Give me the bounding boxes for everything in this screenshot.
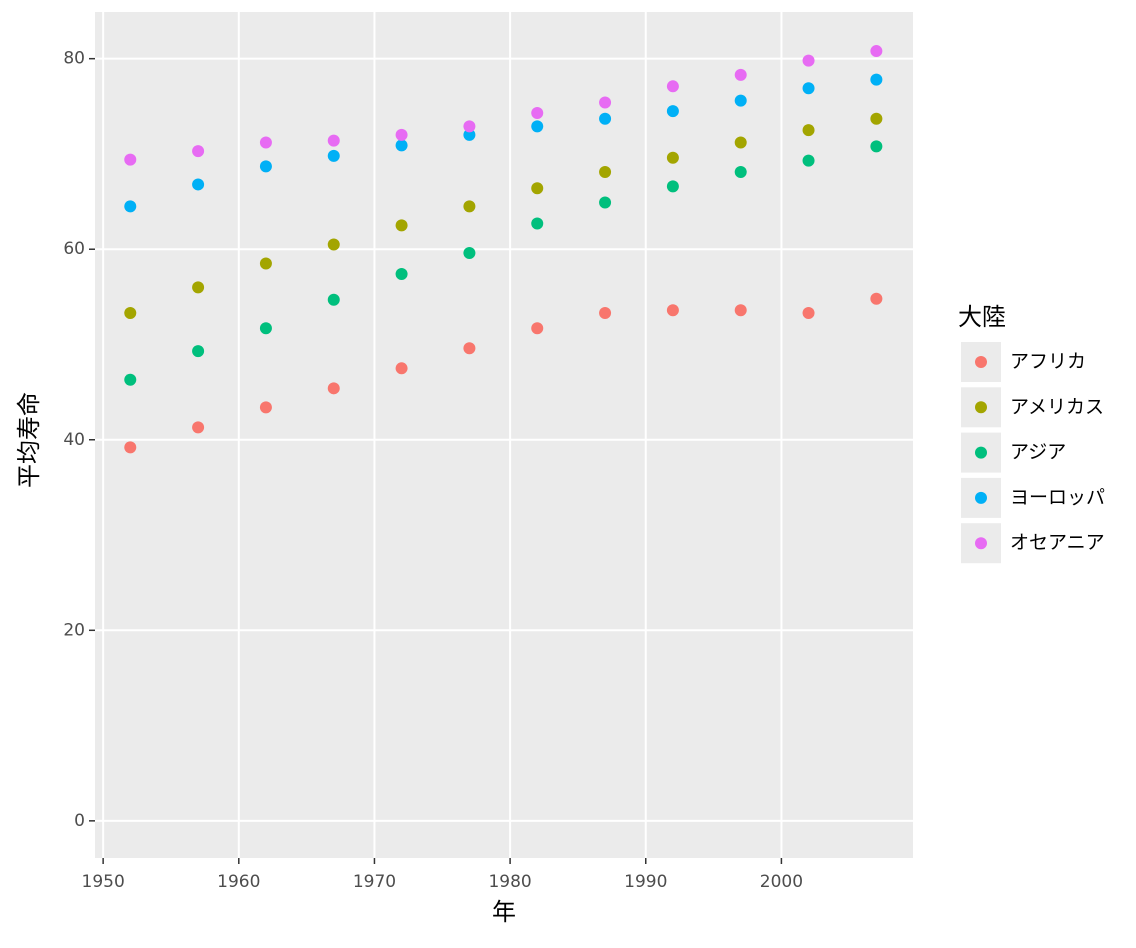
- point: [327, 134, 340, 147]
- point: [666, 105, 679, 118]
- point: [531, 106, 544, 119]
- y-tick-label: 20: [63, 620, 85, 640]
- point: [870, 292, 883, 305]
- point: [259, 160, 272, 173]
- point: [734, 166, 747, 179]
- point: [666, 180, 679, 193]
- point: [734, 68, 747, 81]
- point: [531, 322, 544, 335]
- legend-marker: [975, 491, 987, 504]
- legend-marker: [975, 446, 987, 459]
- point: [192, 145, 205, 158]
- point: [259, 322, 272, 335]
- point: [192, 345, 205, 358]
- point: [259, 136, 272, 149]
- x-tick-label: 1980: [488, 872, 531, 892]
- point: [463, 342, 476, 355]
- point: [259, 401, 272, 414]
- legend-label: アジア: [1010, 441, 1066, 463]
- point: [395, 128, 408, 141]
- point: [599, 112, 612, 125]
- x-axis-title: 年: [492, 898, 516, 926]
- point: [599, 96, 612, 109]
- y-tick-label: 80: [63, 49, 85, 69]
- point: [802, 154, 815, 167]
- point: [870, 73, 883, 86]
- point: [802, 124, 815, 137]
- point: [734, 136, 747, 149]
- point: [395, 139, 408, 152]
- point: [734, 304, 747, 317]
- point: [124, 441, 137, 454]
- point: [531, 120, 544, 133]
- legend-label: オセアニア: [1010, 532, 1105, 554]
- x-tick-label: 1960: [217, 872, 260, 892]
- x-tick-label: 1970: [353, 872, 396, 892]
- point: [395, 267, 408, 280]
- point: [327, 293, 340, 306]
- legend-marker: [975, 537, 987, 550]
- point: [531, 182, 544, 195]
- point: [599, 166, 612, 179]
- point: [870, 45, 883, 58]
- legend-label: アメリカス: [1010, 396, 1104, 418]
- point: [395, 219, 408, 232]
- legend-label: アフリカ: [1010, 351, 1086, 373]
- point: [327, 149, 340, 162]
- point: [666, 80, 679, 93]
- point: [259, 257, 272, 270]
- legend-key: [959, 521, 1003, 566]
- point: [463, 120, 476, 133]
- point: [124, 200, 137, 213]
- y-tick-label: 40: [63, 430, 85, 450]
- point: [870, 112, 883, 125]
- point: [463, 200, 476, 213]
- point: [802, 54, 815, 67]
- point: [463, 128, 476, 141]
- x-tick-label: 1950: [82, 872, 125, 892]
- point: [599, 196, 612, 209]
- point: [192, 421, 205, 434]
- point: [870, 140, 883, 153]
- panel: [95, 12, 913, 858]
- point: [599, 307, 612, 320]
- point: [192, 178, 205, 191]
- point: [327, 238, 340, 251]
- point: [395, 362, 408, 375]
- point: [327, 382, 340, 395]
- point: [802, 82, 815, 95]
- point: [124, 153, 137, 166]
- legend-marker: [975, 356, 987, 368]
- point: [531, 217, 544, 230]
- point: [802, 307, 815, 320]
- y-tick-label: 0: [74, 811, 85, 831]
- point: [192, 281, 205, 294]
- point: [124, 373, 137, 386]
- x-tick-label: 2000: [760, 872, 803, 892]
- x-tick-label: 1990: [624, 872, 667, 892]
- point: [124, 307, 137, 320]
- y-axis-title: 平均寿命: [15, 392, 43, 488]
- y-tick-label: 60: [63, 239, 85, 259]
- point: [666, 304, 679, 317]
- point: [463, 247, 476, 260]
- legend-marker: [975, 401, 987, 414]
- point: [734, 94, 747, 107]
- legend-title: 大陸: [958, 303, 1006, 331]
- point: [666, 151, 679, 164]
- legend-label: ヨーロッパ: [1010, 486, 1105, 508]
